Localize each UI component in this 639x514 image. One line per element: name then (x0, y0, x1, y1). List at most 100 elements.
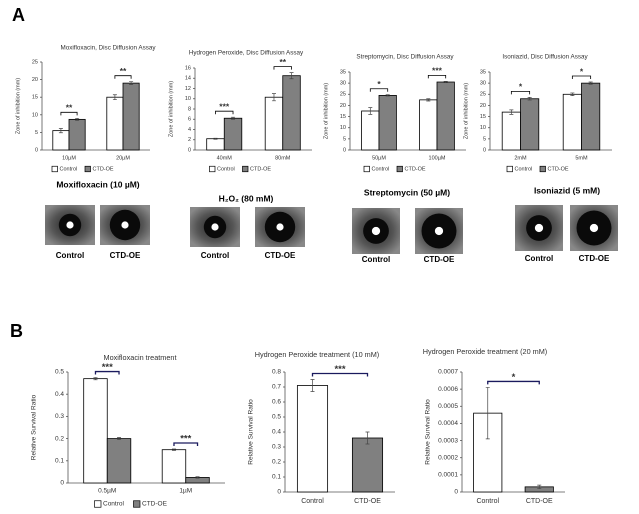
y-tick-label: 0.7 (272, 384, 281, 391)
y-axis-label: Zone of inhibition (mm) (463, 83, 469, 139)
x-tick-label: 50µM (372, 155, 386, 161)
y-tick-label: 0.0002 (438, 454, 458, 461)
y-tick-label: 0.8 (272, 369, 281, 376)
bar (68, 118, 86, 151)
significance-bracket (571, 75, 592, 80)
error-bar (117, 437, 122, 441)
image-caption: CTD-OE (579, 254, 610, 263)
significance-bracket (94, 370, 120, 375)
y-tick-label: 10 (340, 125, 346, 131)
bar (264, 96, 284, 151)
y-tick-label: 20 (480, 103, 486, 109)
disc (534, 223, 544, 233)
y-tick-label: 0.6 (272, 399, 281, 406)
significance-bracket (369, 88, 389, 92)
y-tick-label: 6 (188, 117, 191, 123)
bar (562, 93, 582, 151)
significance-bracket (510, 91, 531, 95)
y-tick-label: 25 (340, 92, 346, 98)
y-tick-label: 0 (277, 489, 281, 496)
panel-label: B (10, 321, 23, 341)
x-tick-label: 2mM (514, 155, 527, 161)
significance-bracket (114, 75, 132, 79)
error-bar (537, 484, 542, 489)
error-bar (310, 379, 315, 392)
legend-swatch (84, 165, 91, 173)
bar (581, 82, 601, 151)
bar (501, 111, 521, 151)
bar (361, 110, 380, 151)
disc (434, 226, 444, 236)
error-bar (385, 94, 390, 97)
y-tick-label: 16 (185, 65, 191, 71)
image-title: Isoniazid (5 mM) (534, 185, 600, 195)
y-tick-label: 0.1 (55, 458, 64, 465)
x-tick-label: 1µM (179, 488, 192, 495)
y-tick-label: 0.0006 (438, 386, 458, 393)
significance-label: *** (180, 434, 191, 445)
y-tick-label: 15 (340, 114, 346, 120)
legend-swatch (506, 165, 513, 173)
significance-label: ** (120, 66, 127, 76)
image-caption: Control (201, 251, 229, 260)
significance-label: ** (66, 103, 73, 113)
bar (106, 438, 132, 484)
y-tick-label: 10 (32, 112, 38, 118)
y-tick-label: 0.2 (272, 459, 281, 466)
legend-label: Control (217, 166, 235, 172)
error-bar (93, 377, 98, 381)
y-tick-label: 0.5 (55, 369, 64, 376)
image-caption: Control (525, 254, 553, 263)
significance-label: * (580, 66, 584, 76)
bar (161, 449, 187, 484)
y-tick-label: 2 (188, 137, 191, 143)
error-bar (527, 97, 532, 101)
legend-label: CTD-OE (93, 166, 114, 172)
y-tick-label: 12 (185, 86, 191, 92)
significance-label: * (512, 372, 516, 383)
y-axis-label: Relative Survival Ratio (425, 399, 432, 465)
significance-bracket (173, 442, 199, 447)
x-tick-label: 0.5µM (98, 488, 116, 495)
significance-label: *** (102, 362, 113, 373)
x-tick-label: 80mM (275, 155, 291, 161)
y-tick-label: 35 (340, 69, 346, 75)
error-bar (171, 448, 176, 451)
y-tick-label: 20 (32, 77, 38, 83)
image-caption: CTD-OE (424, 255, 455, 264)
legend-swatch (133, 500, 141, 508)
legend-swatch (51, 165, 58, 173)
bar (122, 82, 140, 151)
error-bar (112, 94, 117, 101)
x-tick-label: CTD-OE (354, 498, 381, 505)
error-bar (443, 81, 448, 84)
significance-bracket (273, 66, 292, 70)
error-bar (588, 81, 593, 85)
y-tick-label: 15 (32, 95, 38, 101)
x-tick-label: 40mM (217, 155, 233, 161)
image-caption: CTD-OE (110, 251, 141, 260)
y-tick-label: 0.2 (55, 435, 64, 442)
disc (66, 221, 74, 229)
significance-label: ** (279, 57, 286, 67)
legend-swatch (242, 165, 249, 173)
y-tick-label: 15 (480, 114, 486, 120)
x-tick-label: 10µM (62, 155, 76, 161)
chart-title: Moxifloxacin treatment (104, 353, 177, 362)
chart-title: Hydrogen Peroxide treatment (10 mM) (255, 350, 380, 359)
image-caption: Control (56, 251, 84, 260)
legend-label: Control (515, 166, 533, 172)
y-tick-label: 0.0007 (438, 369, 458, 376)
bar (520, 98, 540, 151)
y-tick-label: 30 (340, 81, 346, 87)
x-tick-label: 5mM (575, 155, 588, 161)
panel-label: A (12, 5, 25, 25)
significance-label: *** (219, 101, 230, 111)
y-tick-label: 8 (188, 106, 191, 112)
error-bar (213, 137, 218, 140)
y-tick-label: 5 (483, 136, 486, 142)
legend-label: CTD-OE (548, 166, 569, 172)
error-bar (368, 107, 373, 115)
y-tick-label: 0.0004 (438, 420, 458, 427)
